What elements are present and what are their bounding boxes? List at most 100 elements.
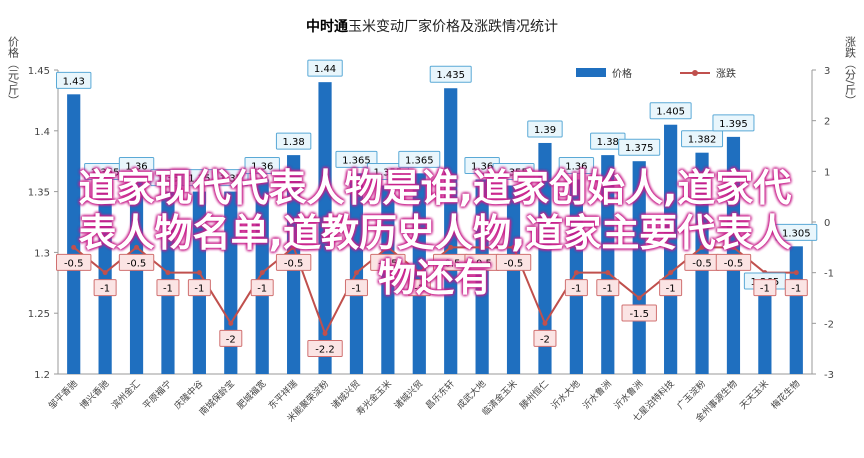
x-tick-label: 沂水大地	[549, 378, 583, 412]
legend-bar-label: 价格	[612, 67, 632, 80]
legend-line-marker	[692, 70, 698, 76]
bar-value-label: 1.395	[712, 114, 755, 132]
line-point	[102, 270, 108, 276]
line-value-label: -0.5	[118, 253, 155, 271]
svg-text:-0.5: -0.5	[378, 258, 398, 269]
line-point	[165, 270, 171, 276]
x-tick-label: 昌乐东轩	[423, 378, 457, 412]
line-value-label: -2.2	[307, 339, 343, 357]
right-tick-label: 1	[824, 167, 830, 178]
line-value-label: -1	[596, 279, 620, 297]
svg-text:1.35: 1.35	[188, 174, 210, 185]
line-point	[228, 320, 234, 326]
line-point	[699, 244, 705, 250]
svg-text:-1: -1	[791, 284, 801, 295]
left-tick-label: 1.4	[34, 127, 50, 138]
svg-text:-1: -1	[194, 284, 204, 295]
y-axis-right-title: 涨跌（分/斤）	[844, 36, 857, 106]
svg-text:1.43: 1.43	[63, 76, 85, 87]
bar	[758, 294, 772, 374]
svg-text:-0.5: -0.5	[504, 258, 524, 269]
line-point	[196, 270, 202, 276]
line-point	[542, 320, 548, 326]
bar-value-label: 1.355	[366, 163, 409, 181]
bar-value-label: 1.38	[275, 132, 312, 150]
legend: 价格 涨跌	[576, 67, 736, 80]
line-point	[668, 270, 674, 276]
svg-text:-0.5: -0.5	[441, 258, 461, 269]
right-tick-label: 0	[824, 218, 830, 229]
bar	[444, 88, 458, 375]
bar-value-label: 1.36	[244, 156, 280, 174]
x-tick-label: 沂水鲁洲	[611, 378, 645, 412]
line-value-label: -0.5	[433, 253, 469, 271]
x-tick-label: 博兴香驰	[77, 378, 111, 412]
right-tick-label: -2	[824, 319, 834, 330]
svg-text:-1: -1	[100, 284, 110, 295]
x-tick-label: 滨州金汇	[109, 378, 143, 412]
line-point	[71, 244, 77, 250]
bar	[569, 179, 583, 374]
x-tick-label: 广玉淀粉	[674, 378, 708, 412]
line-value-label: -1	[407, 279, 431, 297]
svg-text:-0.5: -0.5	[692, 258, 712, 269]
svg-text:1.36: 1.36	[565, 161, 587, 172]
svg-text:1.355: 1.355	[374, 168, 403, 179]
svg-text:-1: -1	[571, 284, 581, 295]
x-tick-label: 成武大地	[454, 378, 488, 412]
svg-text:1.36: 1.36	[125, 161, 147, 172]
line-point	[605, 270, 611, 276]
svg-text:-1: -1	[257, 284, 267, 295]
svg-text:-0.5: -0.5	[64, 258, 84, 269]
bar-value-label: 1.305	[775, 223, 818, 241]
svg-text:1.38: 1.38	[282, 137, 304, 148]
line-value-label: -2	[219, 329, 243, 347]
bar	[506, 185, 521, 374]
line-value-label: -1	[93, 279, 117, 297]
line-point	[479, 244, 485, 250]
line-value-label: -1	[659, 279, 683, 297]
legend-line-label: 涨跌	[716, 67, 736, 80]
bar-value-label: 1.375	[618, 138, 661, 156]
svg-text:1.405: 1.405	[656, 107, 685, 118]
svg-text:1.382: 1.382	[688, 135, 717, 146]
right-tick-label: -1	[824, 269, 834, 280]
svg-text:1.38: 1.38	[597, 137, 619, 148]
svg-text:-0.5: -0.5	[724, 258, 744, 269]
bar	[632, 161, 646, 374]
x-tick-label: 诸城兴贸	[391, 378, 425, 412]
line-point	[793, 270, 799, 276]
svg-text:-2: -2	[226, 334, 236, 345]
bar	[789, 246, 803, 374]
right-tick-label: 3	[824, 66, 830, 77]
bar-value-label: 1.365	[398, 150, 441, 168]
svg-text:1.36: 1.36	[471, 161, 493, 172]
svg-text:1.39: 1.39	[534, 125, 556, 136]
right-tick-label: -3	[824, 370, 834, 381]
x-tick-label: 梅花生物	[768, 378, 802, 412]
line-point	[134, 244, 140, 250]
line-value-label: -2	[533, 329, 557, 347]
left-tick-label: 1.2	[34, 370, 50, 381]
x-tick-label: 沂水鲁洲	[580, 378, 614, 412]
svg-text:1.44: 1.44	[314, 64, 336, 75]
legend-bar-swatch	[576, 68, 606, 77]
line-point	[730, 244, 736, 250]
svg-text:-1: -1	[163, 284, 173, 295]
bar-value-label: 1.39	[527, 120, 563, 138]
svg-text:1.36: 1.36	[251, 161, 273, 172]
y-axis-left-title: 价格（元/斤）	[7, 36, 20, 106]
bar	[129, 179, 144, 374]
svg-text:1.355: 1.355	[499, 168, 528, 179]
bar-value-label: 1.435	[429, 65, 472, 83]
bar	[664, 124, 678, 374]
bar-value-label: 1.35	[150, 169, 186, 187]
right-tick-label: 2	[824, 117, 830, 128]
line-value-label: -0.5	[715, 253, 752, 271]
svg-text:-1: -1	[666, 284, 676, 295]
left-tick-label: 1.45	[28, 66, 50, 77]
svg-text:-1: -1	[414, 284, 424, 295]
x-tick-label: 庆隆中谷	[172, 378, 206, 412]
svg-text:1.435: 1.435	[436, 70, 465, 81]
